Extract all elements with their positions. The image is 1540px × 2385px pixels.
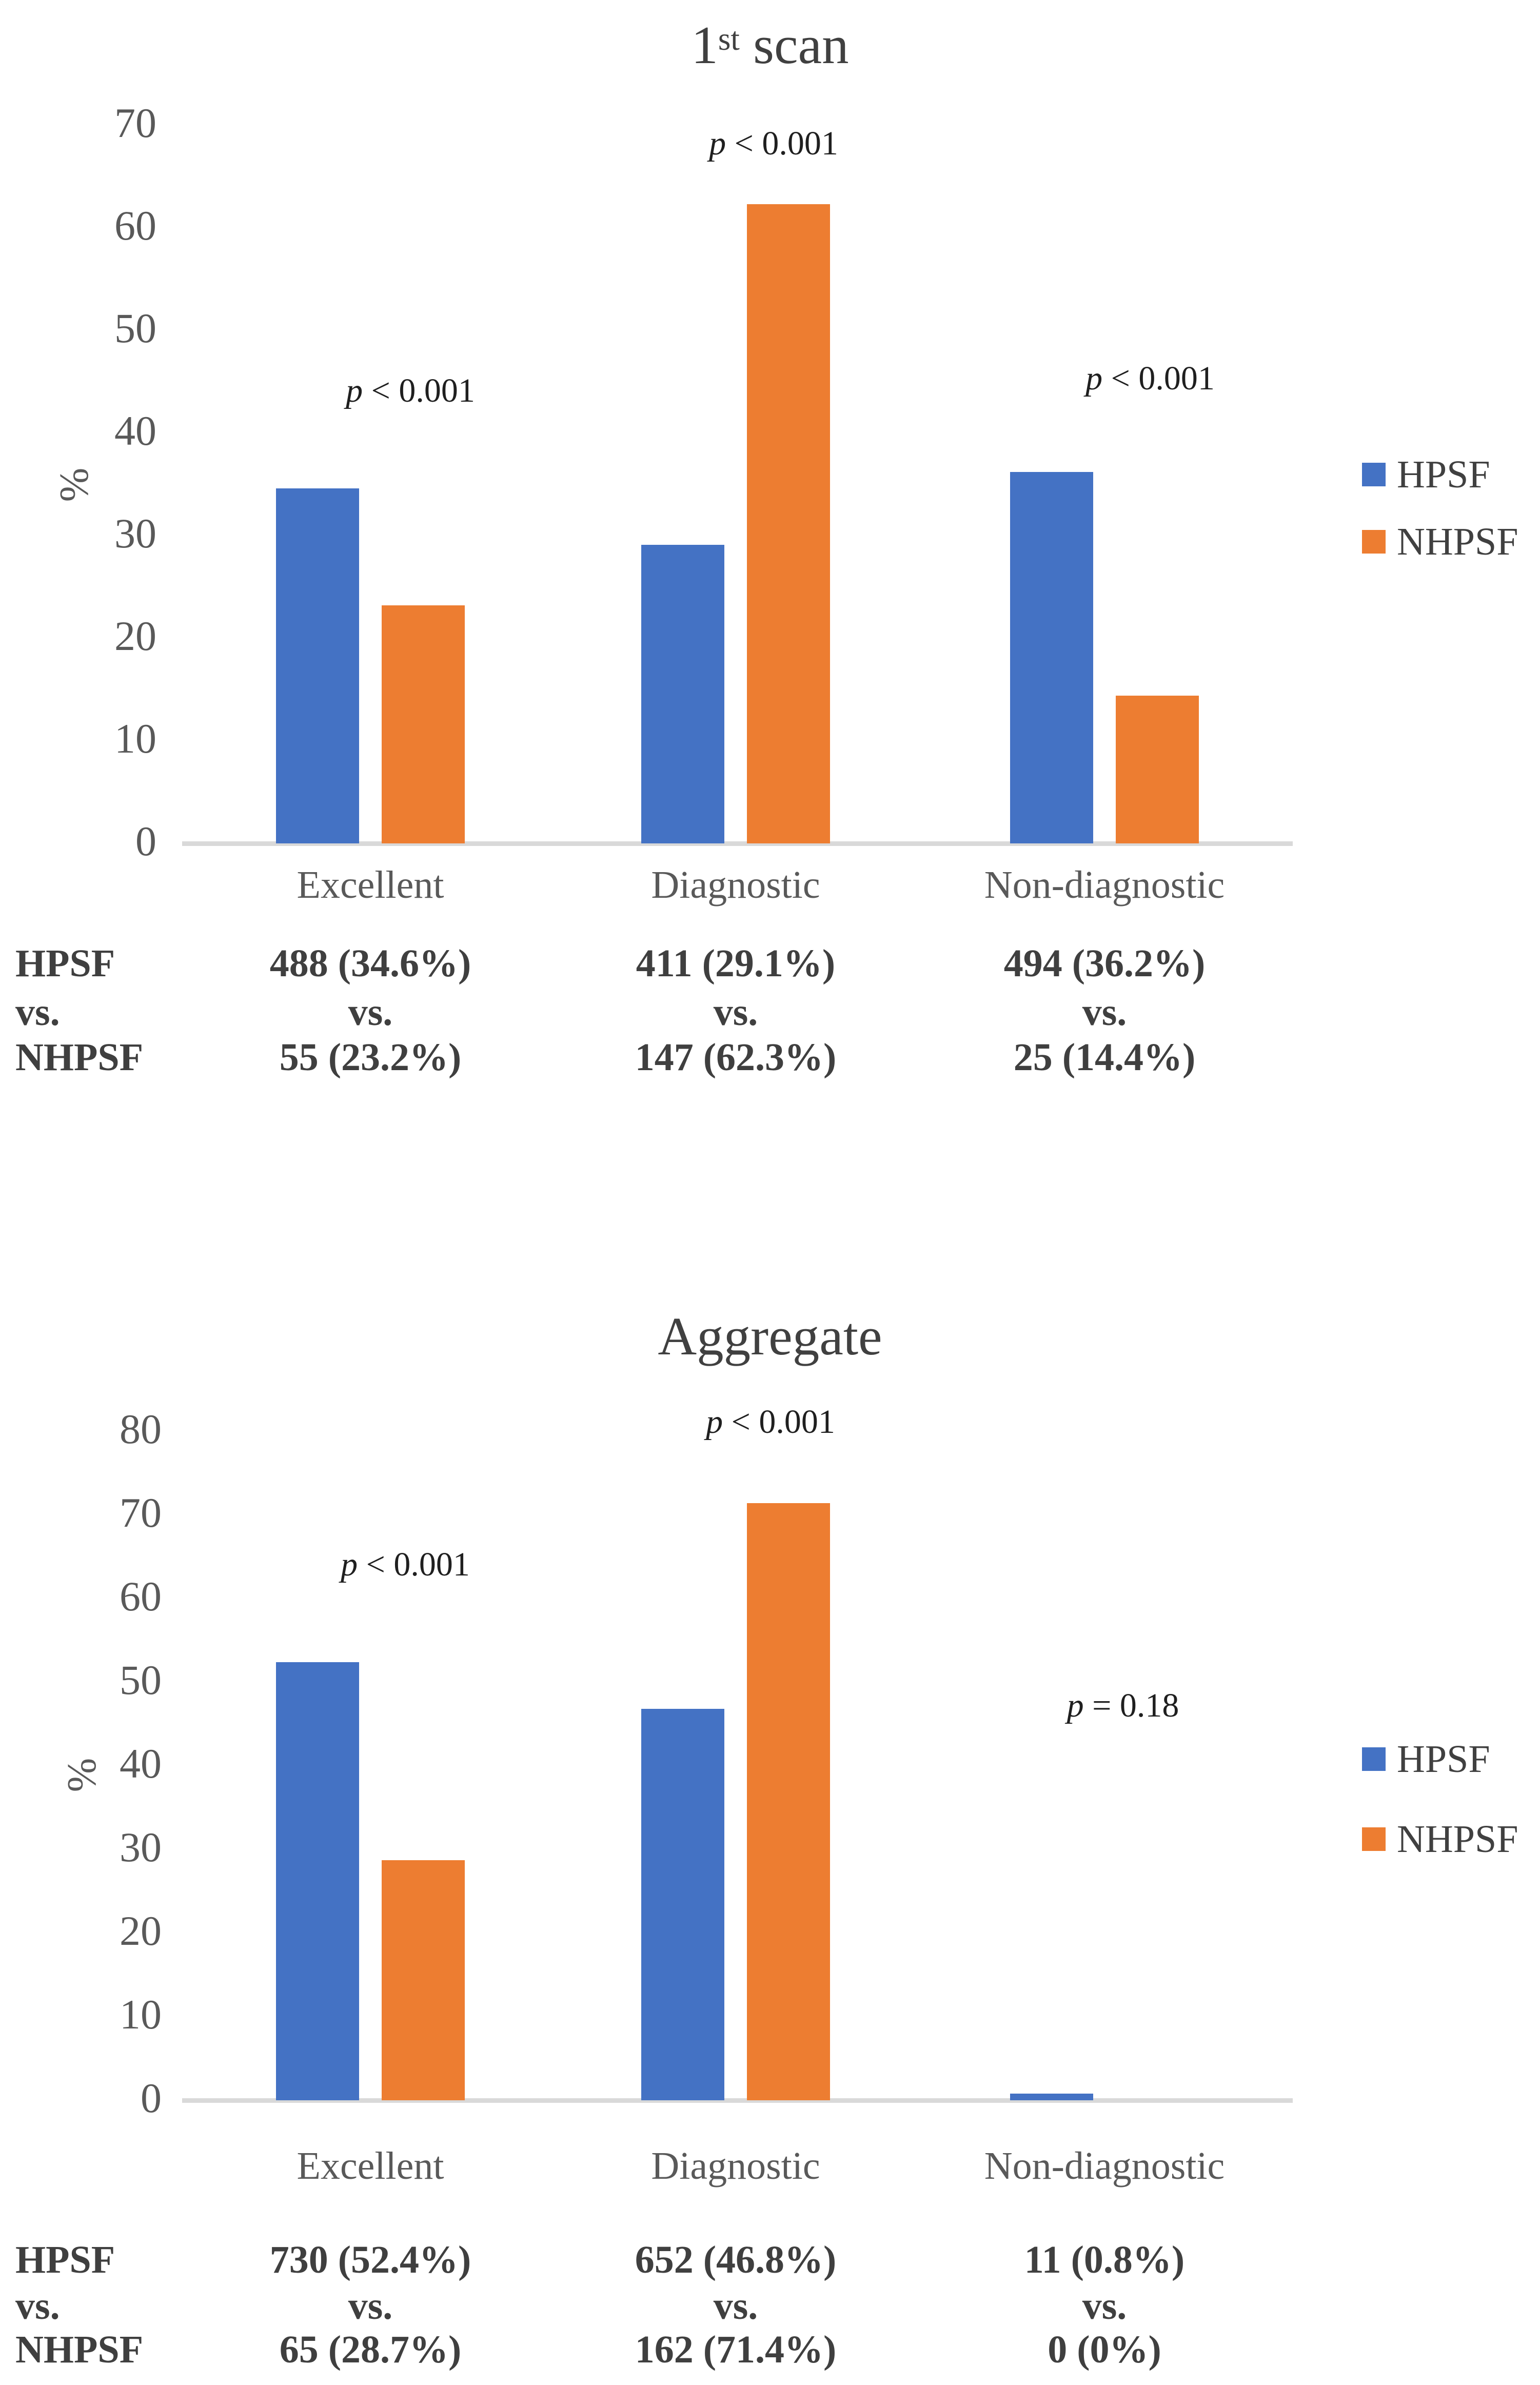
x-category-label-excellent: Excellent bbox=[297, 863, 444, 906]
chart-title-superscript: st bbox=[718, 21, 740, 57]
table-row-label-hpsf: HPSF bbox=[15, 942, 115, 985]
table-cell: 488 (34.6%) bbox=[269, 942, 471, 985]
bar-hpsf-diagnostic bbox=[641, 1709, 724, 2100]
table-cell: vs. bbox=[713, 991, 758, 1034]
bar-hpsf-excellent bbox=[276, 488, 359, 843]
p-value-label-non-diagnostic: p = 0.18 bbox=[1067, 1687, 1179, 1724]
y-axis-tick-0: 0 bbox=[141, 2075, 162, 2121]
y-axis-tick-70: 70 bbox=[120, 1489, 162, 1536]
chart-title-text: Aggregate bbox=[658, 1306, 882, 1366]
y-axis-tick-50: 50 bbox=[114, 305, 156, 351]
table-cell: 494 (36.2%) bbox=[1003, 942, 1206, 985]
y-axis-tick-40: 40 bbox=[114, 407, 156, 454]
bar-nhpsf-diagnostic bbox=[747, 204, 830, 843]
y-axis-label: % bbox=[51, 467, 97, 502]
table-cell: vs. bbox=[1082, 2284, 1127, 2328]
legend-label-hpsf: HPSF bbox=[1397, 1738, 1490, 1781]
table-cell: 652 (46.8%) bbox=[635, 2238, 837, 2281]
y-axis-tick-80: 80 bbox=[120, 1406, 162, 1452]
p-variable: p bbox=[706, 1403, 723, 1441]
p-variable: p bbox=[341, 1546, 358, 1583]
p-value-label-diagnostic: p < 0.001 bbox=[709, 125, 838, 162]
table-cell: 730 (52.4%) bbox=[269, 2238, 471, 2281]
x-category-label-diagnostic: Diagnostic bbox=[651, 863, 820, 906]
bar-nhpsf-excellent bbox=[382, 1860, 465, 2100]
y-axis-tick-50: 50 bbox=[120, 1657, 162, 1703]
legend-swatch-nhpsf bbox=[1362, 530, 1386, 554]
table-row-label-nhpsf: NHPSF bbox=[15, 1036, 144, 1079]
y-axis-tick-30: 30 bbox=[120, 1824, 162, 1870]
p-value-label-diagnostic: p < 0.001 bbox=[706, 1403, 835, 1441]
y-axis-tick-70: 70 bbox=[114, 100, 156, 146]
p-value-label-non-diagnostic: p < 0.001 bbox=[1085, 360, 1215, 397]
table-cell: 0 (0%) bbox=[1048, 2328, 1161, 2371]
y-axis-tick-20: 20 bbox=[120, 1907, 162, 1954]
x-category-label-non-diagnostic: Non-diagnostic bbox=[984, 863, 1225, 906]
table-cell: 147 (62.3%) bbox=[635, 1036, 837, 1079]
p-variable: p bbox=[1085, 360, 1103, 397]
legend-label-nhpsf: NHPSF bbox=[1397, 520, 1518, 563]
table-cell: 11 (0.8%) bbox=[1024, 2238, 1185, 2281]
bar-hpsf-diagnostic bbox=[641, 545, 724, 843]
x-category-label-non-diagnostic: Non-diagnostic bbox=[984, 2144, 1225, 2187]
legend-swatch-nhpsf bbox=[1362, 1827, 1386, 1851]
table-cell: 65 (28.7%) bbox=[279, 2328, 462, 2371]
y-axis-tick-60: 60 bbox=[120, 1573, 162, 1620]
table-cell: vs. bbox=[348, 991, 393, 1034]
p-value-label-excellent: p < 0.001 bbox=[346, 372, 475, 409]
chart-title: Aggregate bbox=[0, 1305, 1540, 1368]
table-cell: vs. bbox=[1082, 991, 1127, 1034]
table-cell: vs. bbox=[348, 2284, 393, 2328]
x-category-label-diagnostic: Diagnostic bbox=[651, 2144, 820, 2187]
bar-hpsf-non-diagnostic bbox=[1010, 472, 1093, 843]
p-variable: p bbox=[1067, 1687, 1084, 1724]
chart-title-text: scan bbox=[739, 15, 849, 75]
table-cell: 162 (71.4%) bbox=[635, 2328, 837, 2371]
x-axis-line bbox=[182, 2098, 1293, 2103]
p-value-label-excellent: p < 0.001 bbox=[341, 1546, 470, 1583]
y-axis-tick-60: 60 bbox=[114, 202, 156, 249]
y-axis-tick-20: 20 bbox=[114, 613, 156, 659]
legend-label-hpsf: HPSF bbox=[1397, 453, 1490, 496]
y-axis-label: % bbox=[59, 1758, 105, 1792]
x-category-label-excellent: Excellent bbox=[297, 2144, 444, 2187]
table-row-label-nhpsf: NHPSF bbox=[15, 2328, 144, 2371]
bar-nhpsf-excellent bbox=[382, 605, 465, 843]
bar-hpsf-non-diagnostic bbox=[1010, 2094, 1093, 2100]
x-axis-line bbox=[182, 841, 1293, 846]
bar-nhpsf-diagnostic bbox=[747, 1503, 830, 2100]
chart-title-text: 1 bbox=[691, 15, 718, 75]
legend-label-nhpsf: NHPSF bbox=[1397, 1818, 1518, 1861]
y-axis-tick-0: 0 bbox=[135, 818, 156, 864]
y-axis-tick-40: 40 bbox=[120, 1740, 162, 1787]
legend-swatch-hpsf bbox=[1362, 1747, 1386, 1771]
bar-hpsf-excellent bbox=[276, 1662, 359, 2100]
bar-nhpsf-non-diagnostic bbox=[1116, 696, 1199, 843]
table-row-label-vs: vs. bbox=[15, 991, 60, 1034]
table-row-label-hpsf: HPSF bbox=[15, 2238, 115, 2281]
table-cell: 25 (14.4%) bbox=[1013, 1036, 1196, 1079]
table-row-label-vs: vs. bbox=[15, 2284, 60, 2328]
y-axis-tick-10: 10 bbox=[114, 715, 156, 762]
table-cell: 411 (29.1%) bbox=[636, 942, 836, 985]
y-axis-tick-30: 30 bbox=[114, 510, 156, 557]
p-variable: p bbox=[709, 125, 726, 162]
p-variable: p bbox=[346, 372, 363, 409]
chart-title: 1st scan bbox=[0, 13, 1540, 84]
table-cell: vs. bbox=[713, 2284, 758, 2328]
legend-swatch-hpsf bbox=[1362, 463, 1386, 486]
y-axis-tick-10: 10 bbox=[120, 1991, 162, 2038]
table-cell: 55 (23.2%) bbox=[279, 1036, 462, 1079]
